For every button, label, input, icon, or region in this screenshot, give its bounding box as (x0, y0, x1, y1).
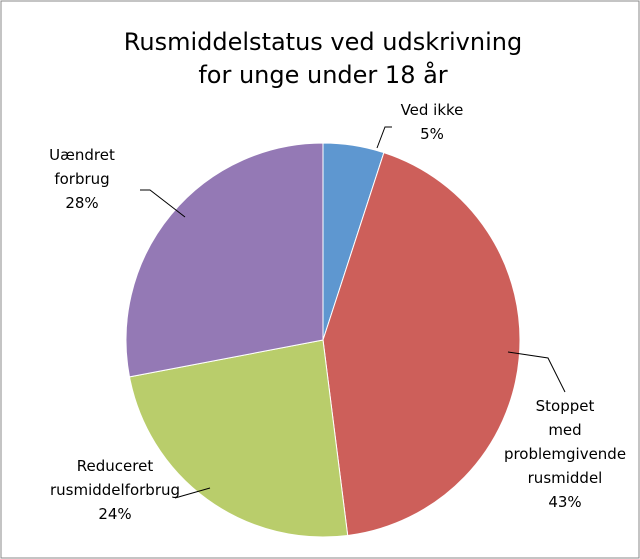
slice-label-line: rusmiddel (528, 469, 603, 487)
slice-label: Ved ikke 5% (401, 101, 464, 143)
slice-value-label: 5% (420, 125, 444, 143)
slice-label-line: Uændret (49, 146, 115, 164)
leader-line (376, 126, 392, 149)
slice-value-label: 24% (98, 505, 131, 523)
slice-label-line: Stoppet (536, 397, 595, 415)
slice-label: Reduceret rusmiddelforbrug 24% (50, 457, 180, 523)
slice-label-line: problemgivende (504, 445, 626, 463)
slice-label: Stoppet med problemgivende rusmiddel 43% (504, 397, 626, 511)
slice-label-line: Reduceret (77, 457, 154, 475)
chart-title: for unge under 18 år (198, 60, 447, 89)
leader-line (507, 351, 566, 393)
slice-label-line: rusmiddelforbrug (50, 481, 180, 499)
pie-slice (125, 142, 324, 378)
pie-slice (128, 339, 349, 538)
slice-label: Uændret forbrug 28% (49, 146, 115, 212)
slice-label-line: forbrug (54, 170, 109, 188)
leader-line (174, 487, 211, 499)
slice-value-label: 28% (65, 194, 98, 212)
chart-title: Rusmiddelstatus ved udskrivning (124, 28, 522, 56)
slice-label-line: Ved ikke (401, 101, 464, 119)
slice-value-label: 43% (548, 493, 581, 511)
leader-line (140, 189, 186, 218)
pie-slice (322, 152, 521, 537)
slice-label-line: med (548, 421, 581, 439)
